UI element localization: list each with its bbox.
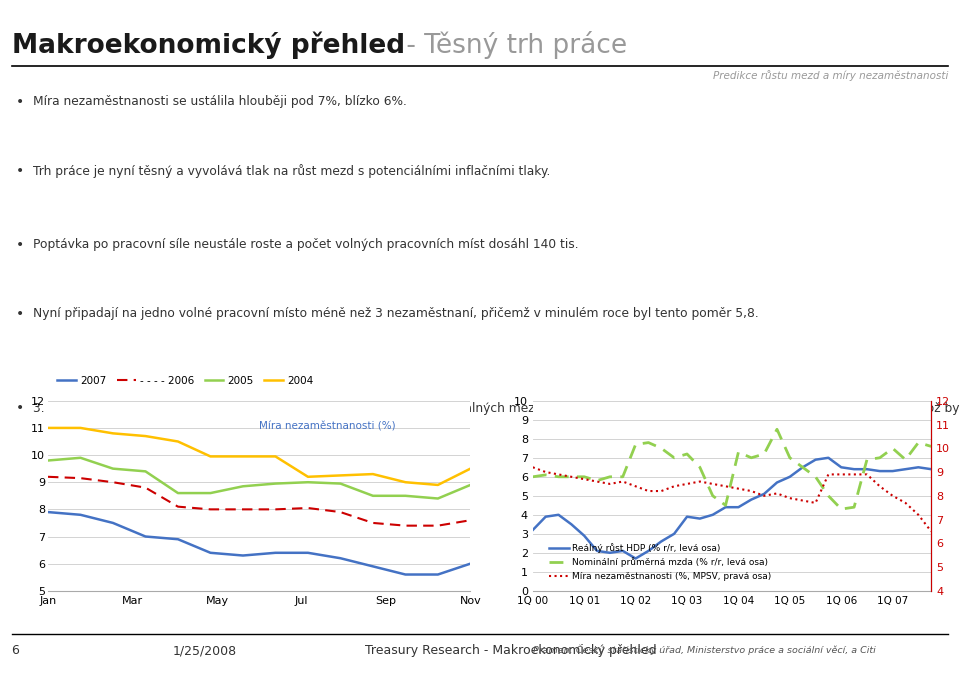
Text: Poptávka po pracovní síle neustále roste a počet volných pracovních míst dosáhl : Poptávka po pracovní síle neustále roste… — [33, 238, 579, 252]
Text: •: • — [16, 164, 25, 178]
Text: Pramen: Český statistický úřad, Ministerstvo práce a sociální věcí, a Citi: Pramen: Český statistický úřad, Minister… — [533, 644, 876, 654]
Text: 6: 6 — [12, 644, 19, 657]
Text: •: • — [16, 95, 25, 109]
Legend: 2007, - - - - 2006, 2005, 2004: 2007, - - - - 2006, 2005, 2004 — [53, 372, 318, 390]
Text: 3. čtvrtletí 2007 – solidní meziroční růst nominálních mezd (7.6%) a reálných me: 3. čtvrtletí 2007 – solidní meziroční rů… — [33, 401, 960, 415]
Text: Míra nezaměstnanosti se ustálila hlouběji pod 7%, blízko 6%.: Míra nezaměstnanosti se ustálila hlouběj… — [33, 95, 407, 108]
Text: Makroekonomický přehled: Makroekonomický přehled — [12, 31, 405, 59]
Text: Predikce růstu mezd a míry nezaměstnanosti: Predikce růstu mezd a míry nezaměstnanos… — [713, 70, 948, 82]
Legend: Reálný růst HDP (% r/r, levá osa), Nominální průměrná mzda (% r/r, levá osa), Mí: Reálný růst HDP (% r/r, levá osa), Nomin… — [545, 540, 776, 585]
Text: •: • — [16, 401, 25, 415]
Text: Míra nezaměstnanosti (%): Míra nezaměstnanosti (%) — [259, 422, 396, 432]
Text: Nyní připadají na jedno volné pracovní místo méně než 3 nezaměstnaní, přičemž v : Nyní připadají na jedno volné pracovní m… — [33, 307, 758, 320]
Text: •: • — [16, 307, 25, 321]
Text: Trh práce je nyní těsný a vyvolává tlak na růst mezd s potenciálními inflačními : Trh práce je nyní těsný a vyvolává tlak … — [33, 164, 550, 178]
Text: 1/25/2008: 1/25/2008 — [173, 644, 237, 657]
Text: Treasury Research - Makroekonomický přehled: Treasury Research - Makroekonomický přeh… — [365, 644, 657, 657]
Text: •: • — [16, 238, 25, 252]
Text: - Těsný trh práce: - Těsný trh práce — [398, 31, 628, 59]
